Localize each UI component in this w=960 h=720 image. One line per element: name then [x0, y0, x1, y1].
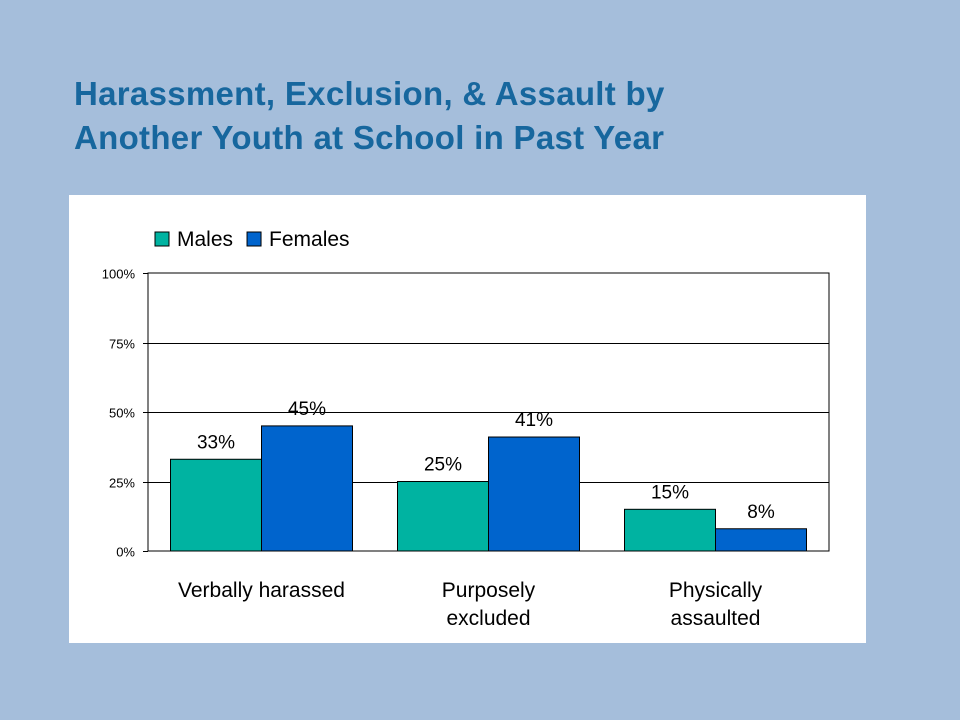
- bar-females: [261, 425, 353, 552]
- y-tick-label: 100%: [102, 267, 136, 282]
- x-category-label-line: excluded: [446, 607, 530, 630]
- legend-swatch-males: [154, 231, 170, 247]
- y-tick-label: 25%: [109, 476, 135, 491]
- x-category-label-line: Physically: [669, 579, 763, 602]
- data-label-males: 15%: [651, 482, 689, 503]
- data-label-females: 41%: [515, 410, 553, 431]
- bar-males: [624, 508, 716, 552]
- x-category-label-line: assaulted: [671, 607, 761, 630]
- data-label-males: 33%: [197, 432, 235, 453]
- legend-label-females: Females: [269, 228, 350, 251]
- data-label-females: 8%: [747, 502, 775, 523]
- bar-males: [170, 458, 262, 552]
- x-category-label-line: Purposely: [442, 579, 536, 602]
- x-category-label: Verbally harassed: [178, 579, 345, 602]
- bar-chart: 0% 25% 50% 75% 100% 33% 25% 15% 45% 41% 8% Verbally…: [102, 228, 830, 630]
- data-label-males: 25%: [424, 455, 462, 476]
- y-tick-label: 75%: [109, 337, 135, 352]
- x-category-label: Physically assaulted: [669, 579, 763, 630]
- x-category-label-line: Verbally harassed: [178, 579, 345, 602]
- slide-title: Harassment, Exclusion, & Assault by Anot…: [74, 72, 894, 160]
- data-label-females: 45%: [288, 399, 326, 420]
- bar-females: [715, 528, 807, 552]
- slide-title-line-1: Harassment, Exclusion, & Assault by: [74, 75, 665, 112]
- legend-label-males: Males: [177, 228, 233, 251]
- bar-males: [397, 481, 489, 552]
- y-tick-label: 50%: [109, 406, 135, 421]
- slide-title-line-2: Another Youth at School in Past Year: [74, 119, 665, 156]
- x-category-label: Purposely excluded: [442, 579, 536, 630]
- legend-swatch-females: [246, 231, 262, 247]
- y-tick-label: 0%: [116, 545, 135, 560]
- chart-panel: 0% 25% 50% 75% 100% 33% 25% 15% 45% 41% 8% Verbally…: [69, 195, 866, 643]
- bar-females: [488, 436, 580, 552]
